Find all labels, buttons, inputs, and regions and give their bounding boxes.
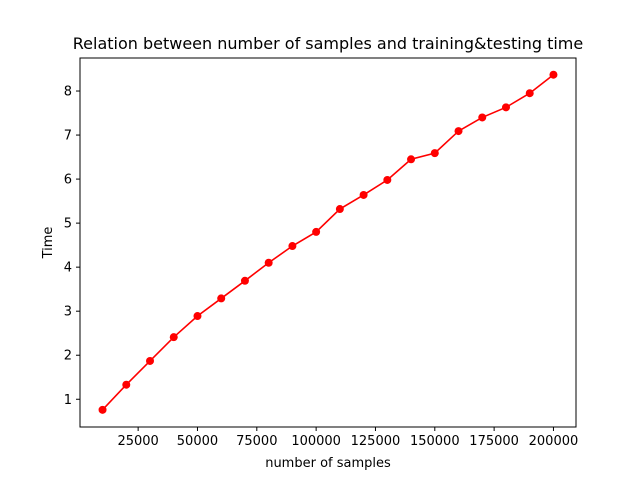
data-point (501, 103, 510, 112)
x-tick-label: 150000 (410, 434, 460, 449)
data-point (98, 405, 107, 414)
data-point (240, 276, 249, 285)
x-tick-label: 175000 (469, 434, 519, 449)
y-tick-label: 5 (64, 217, 72, 232)
x-tick-label: 50000 (177, 434, 218, 449)
data-point (383, 175, 392, 184)
y-tick-label: 7 (64, 129, 72, 144)
data-point (430, 149, 439, 158)
y-tick-label: 3 (64, 305, 72, 320)
data-point (335, 205, 344, 214)
data-point (146, 356, 155, 365)
data-point (122, 380, 131, 389)
data-point (217, 294, 226, 303)
x-axis-label: number of samples (265, 456, 391, 471)
data-point (359, 190, 368, 199)
y-tick-label: 8 (64, 85, 72, 100)
x-tick-label: 200000 (529, 434, 579, 449)
data-point (549, 70, 558, 79)
data-point (312, 227, 321, 236)
y-axis-label: Time (41, 227, 56, 260)
data-point (407, 155, 416, 164)
x-tick-label: 125000 (351, 434, 401, 449)
x-tick-label: 25000 (117, 434, 158, 449)
chart-title: Relation between number of samples and t… (73, 34, 583, 53)
y-tick-label: 6 (64, 173, 72, 188)
series-line (101, 74, 554, 411)
data-point (478, 113, 487, 122)
data-point (525, 89, 534, 98)
data-point (454, 127, 463, 136)
x-tick-label: 75000 (236, 434, 277, 449)
axes-frame (79, 57, 577, 428)
data-point (169, 333, 178, 342)
data-point (193, 312, 202, 321)
data-point (264, 258, 273, 267)
plot-area: 25000 50000 75000 100000 125000 150000 175000 2… (64, 70, 579, 449)
y-tick-label: 1 (64, 393, 72, 408)
y-tick-label: 2 (64, 349, 72, 364)
data-point (288, 242, 297, 251)
x-tick-label: 100000 (291, 434, 341, 449)
y-tick-label: 4 (64, 261, 72, 276)
